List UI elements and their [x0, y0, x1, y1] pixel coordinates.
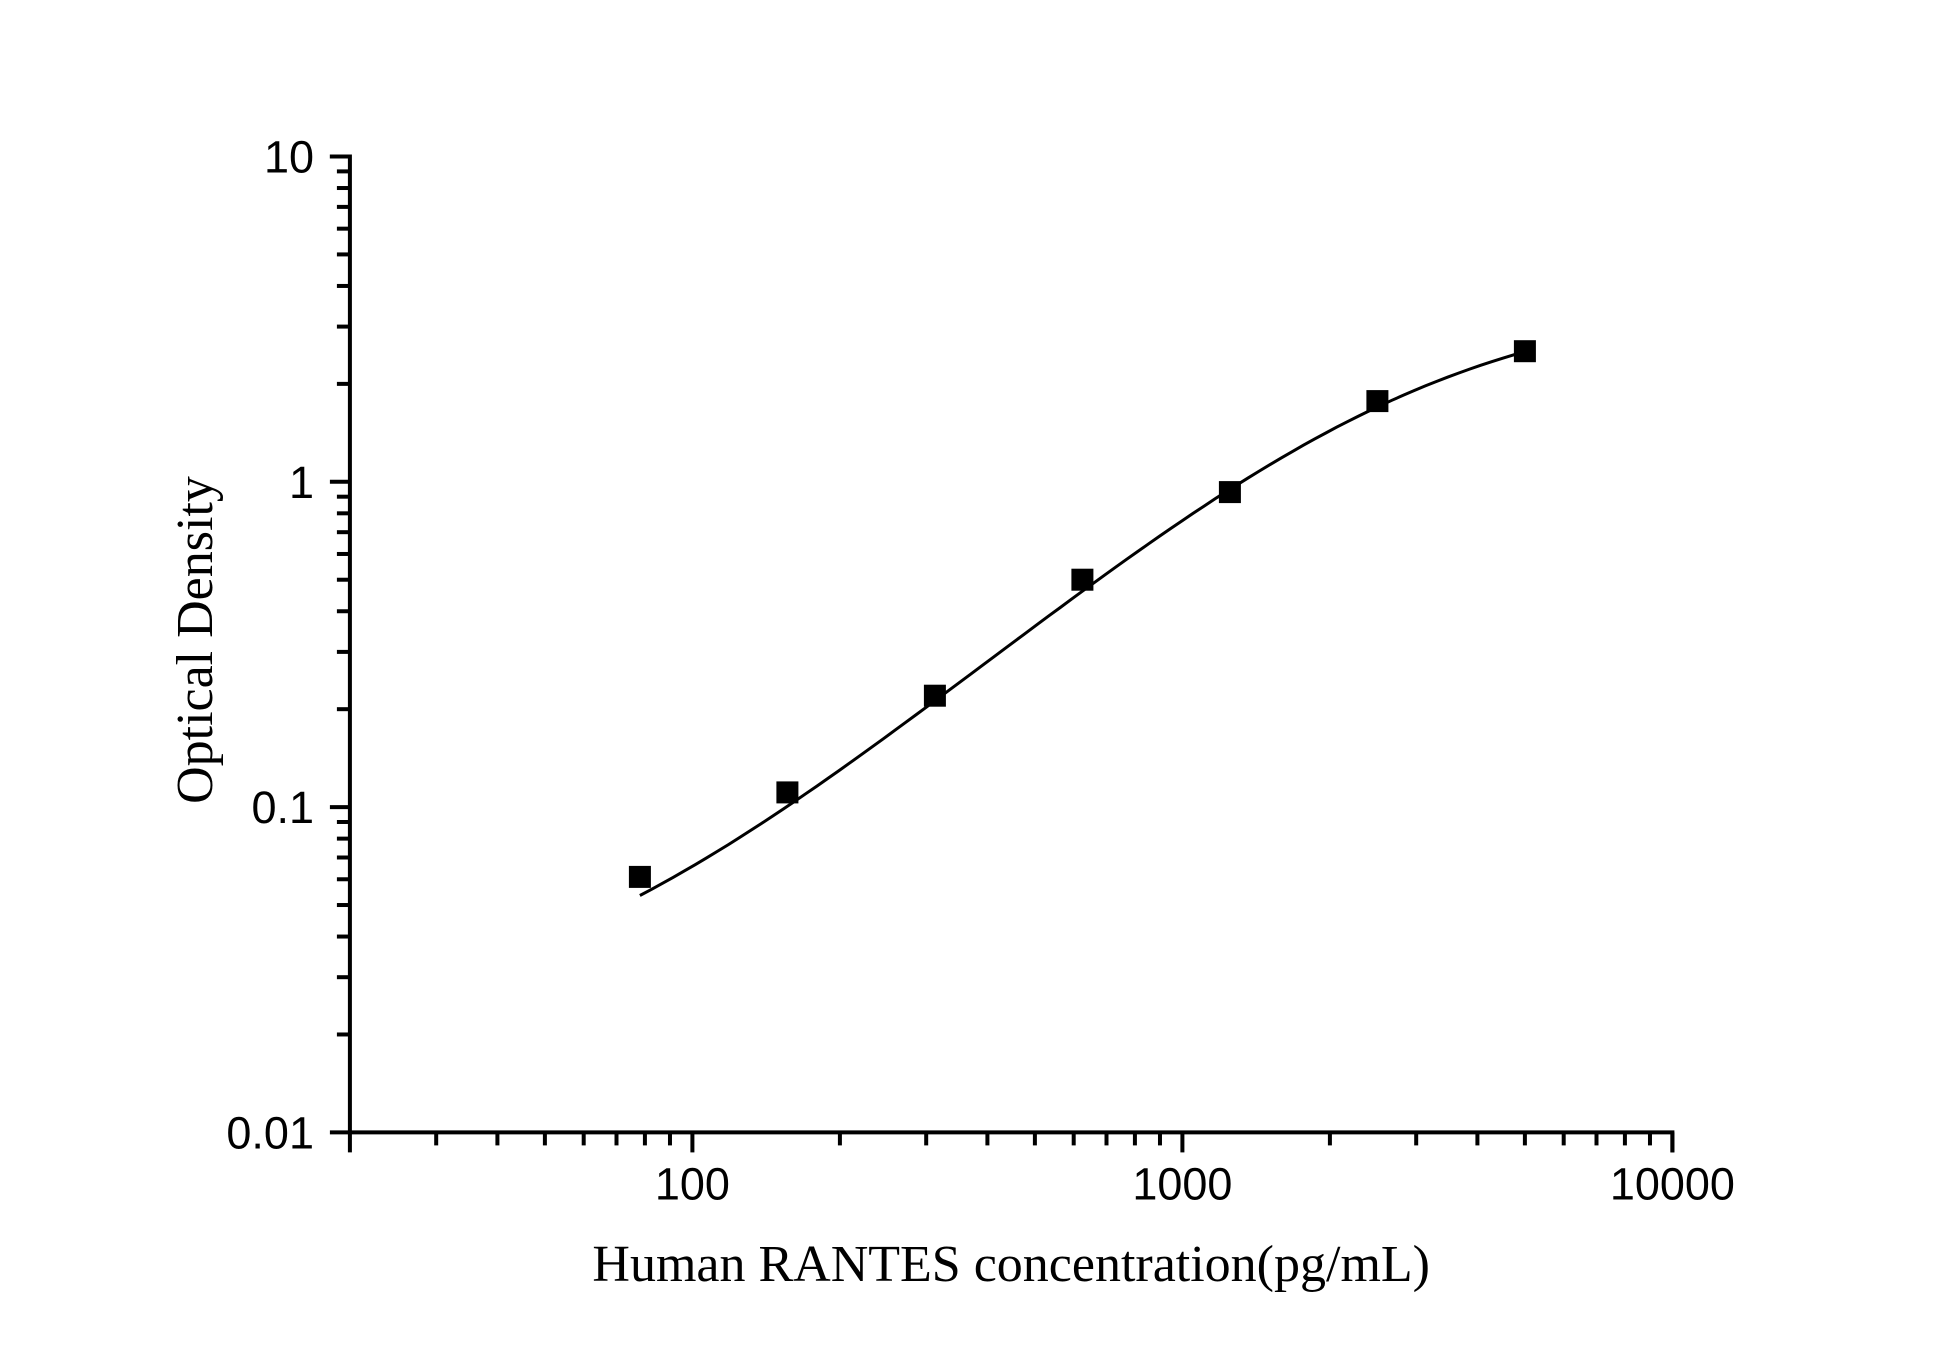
data-point-marker-4 [1071, 568, 1094, 591]
x-tick-label-10000: 10000 [1610, 1158, 1735, 1209]
y-tick-label-0p1: 0.1 [251, 782, 314, 833]
data-point-marker-2 [776, 781, 799, 804]
fit-curve [639, 350, 1526, 897]
x-axis-title: Human RANTES concentration(pg/mL) [592, 1236, 1430, 1293]
axis-labels: 10 1 0.1 0.01 100 1000 10000 Human RANTE… [167, 132, 1735, 1294]
plot-area [628, 340, 1536, 897]
data-point-marker-5 [1218, 481, 1241, 504]
x-tick-label-1000: 1000 [1132, 1158, 1232, 1209]
x-tick-label-100: 100 [655, 1158, 730, 1209]
axes [329, 154, 1675, 1153]
data-point-marker-3 [923, 684, 946, 707]
data-point-marker-1 [628, 865, 651, 888]
y-tick-label-1: 1 [289, 457, 314, 508]
y-axis-title: Optical Density [167, 476, 224, 804]
y-tick-label-10: 10 [264, 132, 314, 183]
y-tick-label-0p01: 0.01 [226, 1107, 314, 1158]
data-point-marker-6 [1366, 390, 1389, 413]
data-point-marker-7 [1513, 340, 1536, 363]
